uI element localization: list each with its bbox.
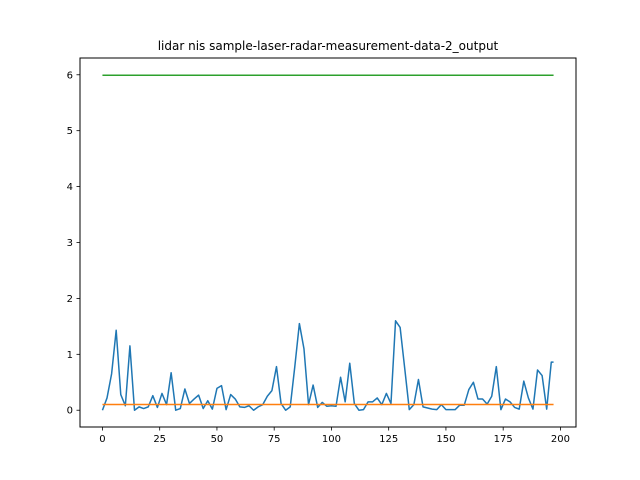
y-tick-label: 3 <box>67 238 73 249</box>
y-tick-label: 2 <box>67 294 73 305</box>
chart-title: lidar nis sample-laser-radar-measurement… <box>158 39 499 53</box>
x-tick-label: 50 <box>211 434 224 445</box>
y-tick-label: 1 <box>67 350 73 361</box>
y-tick-label: 6 <box>67 70 73 81</box>
plot-frame <box>79 57 577 428</box>
x-tick-label: 25 <box>153 434 166 445</box>
x-axis: 0 25 50 75 100 125 150 175 200 <box>99 427 570 445</box>
series-line-1 <box>101 320 554 411</box>
x-tick-label: 200 <box>551 434 570 445</box>
x-tick-label: 75 <box>268 434 281 445</box>
x-tick-label: 125 <box>379 434 398 445</box>
x-tick-label: 0 <box>99 434 105 445</box>
x-tick-label: 150 <box>436 434 455 445</box>
series-layer <box>101 74 554 411</box>
x-tick-label: 100 <box>322 434 341 445</box>
x-tick-label: 175 <box>494 434 513 445</box>
y-tick-label: 0 <box>67 406 73 417</box>
y-tick-label: 5 <box>67 126 73 137</box>
y-axis: 0 1 2 3 4 5 6 <box>67 70 80 417</box>
y-tick-label: 4 <box>67 182 73 193</box>
